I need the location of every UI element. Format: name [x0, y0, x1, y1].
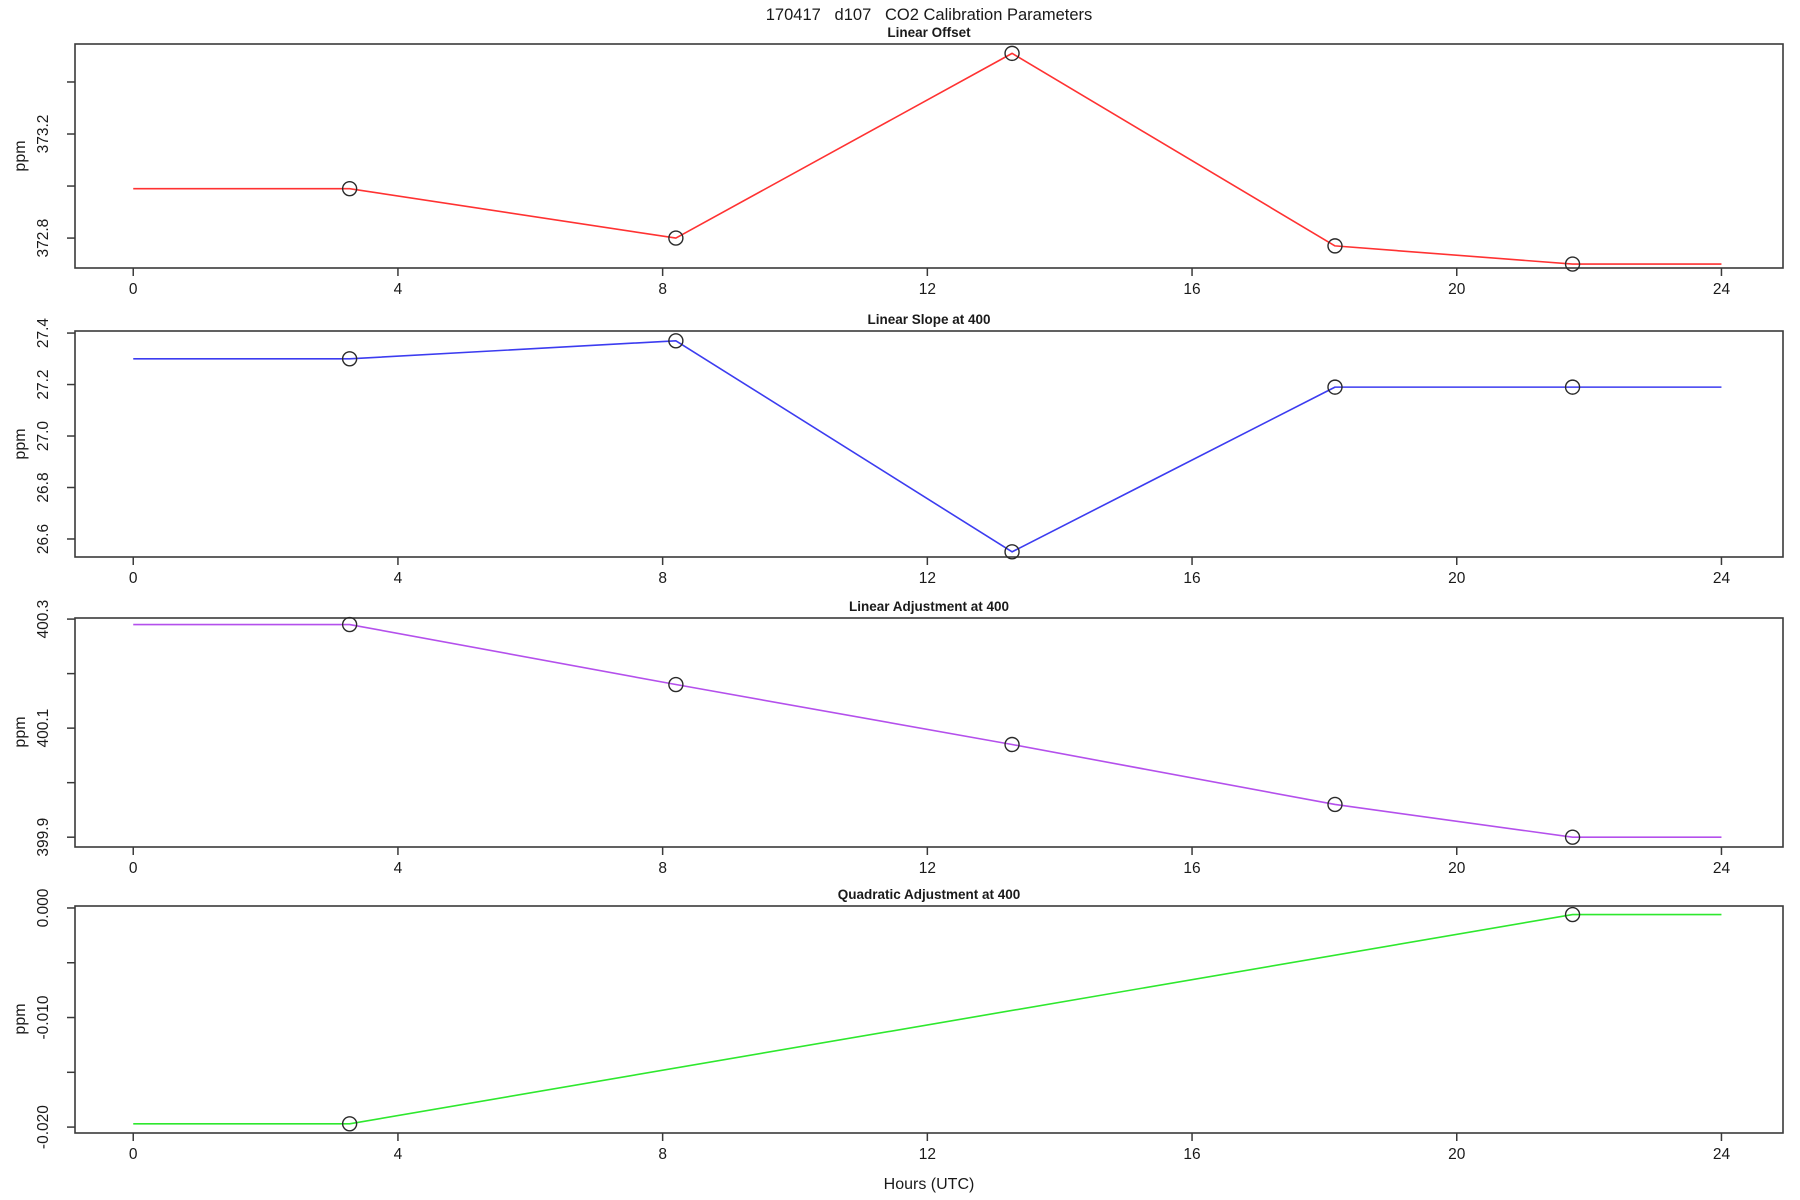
- data-point-marker: [1564, 906, 1581, 923]
- panel-1: 26.6 26.8 27.0 27.2 27.4 0 4 8 12 16 20 24: [35, 318, 1784, 587]
- x-tick-label: 24: [1713, 281, 1731, 298]
- x-tick-label: 24: [1713, 570, 1731, 587]
- data-point-marker: [668, 230, 684, 246]
- panel-frame: [74, 905, 1784, 1134]
- data-point-marker: [1004, 45, 1020, 62]
- x-tick-label: 8: [658, 281, 667, 298]
- panel-2: 399.9 400.1 400.3 0 4 8 12 16 20 24: [35, 600, 1784, 877]
- x-tick-label: 4: [394, 860, 403, 877]
- x-tick-label: 24: [1713, 860, 1731, 877]
- y-tick-label: 27.0: [35, 421, 52, 452]
- y-tick-label: 26.8: [35, 472, 52, 502]
- x-tick-label: 4: [394, 281, 403, 298]
- y-tick-label: -0.020: [35, 1105, 52, 1149]
- data-point-marker: [668, 676, 684, 693]
- panel-0: 372.8 373.2 0 4 8 12 16 20 24: [35, 43, 1784, 298]
- data-point-marker: [341, 180, 358, 197]
- x-tick-label: 16: [1183, 1146, 1200, 1163]
- panel-linear-slope-title: Linear Slope at 400: [867, 312, 990, 327]
- data-point-marker: [668, 333, 684, 349]
- x-tick-label: 8: [658, 860, 667, 877]
- panel-quadratic-adjustment-ylabel: ppm: [12, 1003, 29, 1034]
- x-tick-label: 24: [1713, 1146, 1731, 1163]
- series-line: [133, 52, 1722, 265]
- x-tick-label: 20: [1448, 860, 1466, 877]
- x-tick-label: 16: [1183, 570, 1200, 587]
- x-tick-label: 16: [1183, 860, 1200, 877]
- panel-linear-offset-title: Linear Offset: [887, 25, 971, 40]
- data-point-marker: [1004, 544, 1020, 560]
- data-point-marker: [341, 1116, 358, 1132]
- x-tick-label: 0: [129, 281, 138, 298]
- panel-linear-offset-ylabel: ppm: [12, 140, 29, 171]
- x-tick-label: 12: [919, 860, 936, 877]
- x-tick-label: 0: [129, 860, 138, 877]
- y-tick-label: 373.2: [35, 115, 52, 154]
- x-tick-label: 0: [129, 1146, 138, 1163]
- data-point-marker: [1327, 796, 1343, 813]
- panel-linear-adjustment-title: Linear Adjustment at 400: [849, 599, 1009, 614]
- x-tick-label: 4: [394, 570, 403, 587]
- panel-quadratic-adjustment-title: Quadratic Adjustment at 400: [838, 887, 1021, 902]
- y-tick-label: 372.8: [35, 219, 52, 258]
- series-line: [133, 913, 1722, 1125]
- y-tick-label: 400.3: [35, 600, 52, 639]
- data-point-marker: [1327, 238, 1343, 254]
- x-axis-label: Hours (UTC): [884, 1176, 975, 1193]
- x-tick-label: 20: [1448, 570, 1466, 587]
- series-line: [133, 339, 1722, 553]
- data-point-marker: [1004, 736, 1020, 753]
- data-point-marker: [1564, 829, 1581, 845]
- x-tick-label: 8: [658, 570, 667, 587]
- y-tick-label: 26.6: [35, 524, 52, 554]
- y-tick-label: 0.000: [35, 888, 52, 927]
- y-tick-label: 400.1: [35, 709, 52, 748]
- y-tick-label: 27.4: [35, 318, 52, 349]
- main-title: 170417 d107 CO2 Calibration Parameters: [766, 6, 1093, 24]
- data-point-marker: [1327, 379, 1343, 395]
- panel-frame: [74, 330, 1784, 558]
- data-point-marker: [341, 351, 358, 367]
- x-tick-label: 20: [1448, 281, 1466, 298]
- panel-linear-slope-ylabel: ppm: [12, 428, 29, 459]
- x-tick-label: 12: [919, 570, 936, 587]
- data-point-marker: [1564, 379, 1581, 395]
- panel-linear-adjustment-ylabel: ppm: [12, 716, 29, 747]
- data-point-marker: [1564, 256, 1581, 272]
- y-tick-label: 399.9: [35, 818, 52, 857]
- x-tick-label: 4: [394, 1146, 403, 1163]
- data-point-marker: [341, 616, 358, 633]
- series-line: [133, 623, 1722, 838]
- x-tick-label: 16: [1183, 281, 1200, 298]
- x-tick-label: 8: [658, 1146, 667, 1163]
- panel-frame: [74, 43, 1784, 269]
- panel-3: -0.020 -0.010 0.000 0 4 8 12 16 20 24: [35, 888, 1784, 1163]
- x-tick-label: 20: [1448, 1146, 1466, 1163]
- x-tick-label: 12: [919, 1146, 936, 1163]
- plot-panels-layer: 372.8 373.2 0 4 8 12 16 20 24 26.6 26.8 27.0 27.2 27.…: [35, 43, 1784, 1163]
- y-tick-label: -0.010: [35, 995, 52, 1039]
- x-tick-label: 0: [129, 570, 138, 587]
- panel-frame: [74, 617, 1784, 848]
- x-tick-label: 12: [919, 281, 936, 298]
- y-tick-label: 27.2: [35, 369, 52, 399]
